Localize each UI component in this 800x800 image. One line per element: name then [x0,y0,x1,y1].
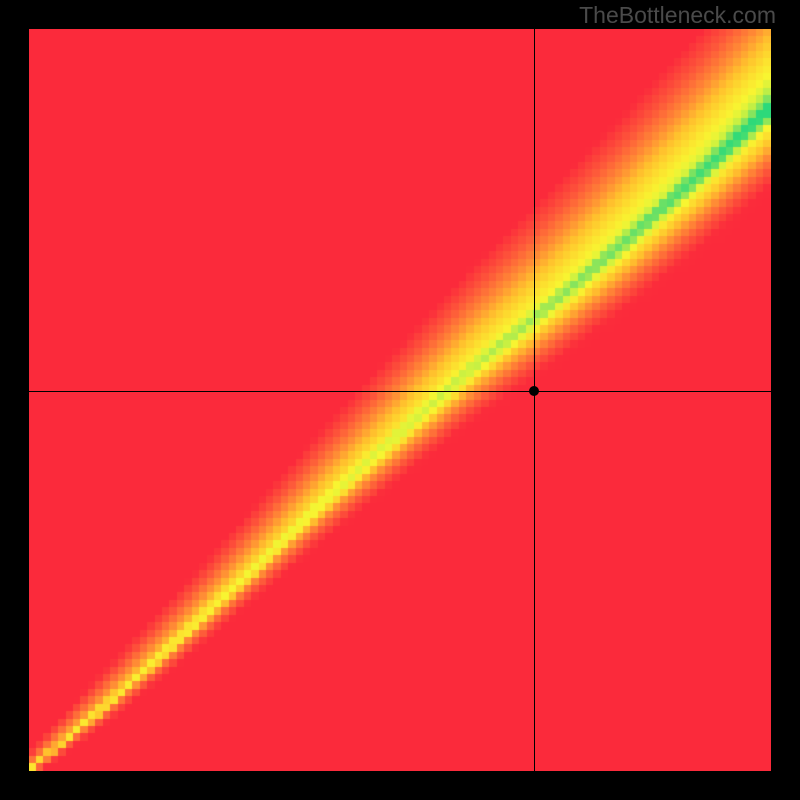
watermark-text: TheBottleneck.com [579,2,776,29]
heatmap-canvas [29,29,771,771]
heatmap-plot [29,29,771,771]
crosshair-vertical [534,29,535,771]
data-marker [529,386,539,396]
figure-frame: TheBottleneck.com [0,0,800,800]
crosshair-horizontal [29,391,771,392]
